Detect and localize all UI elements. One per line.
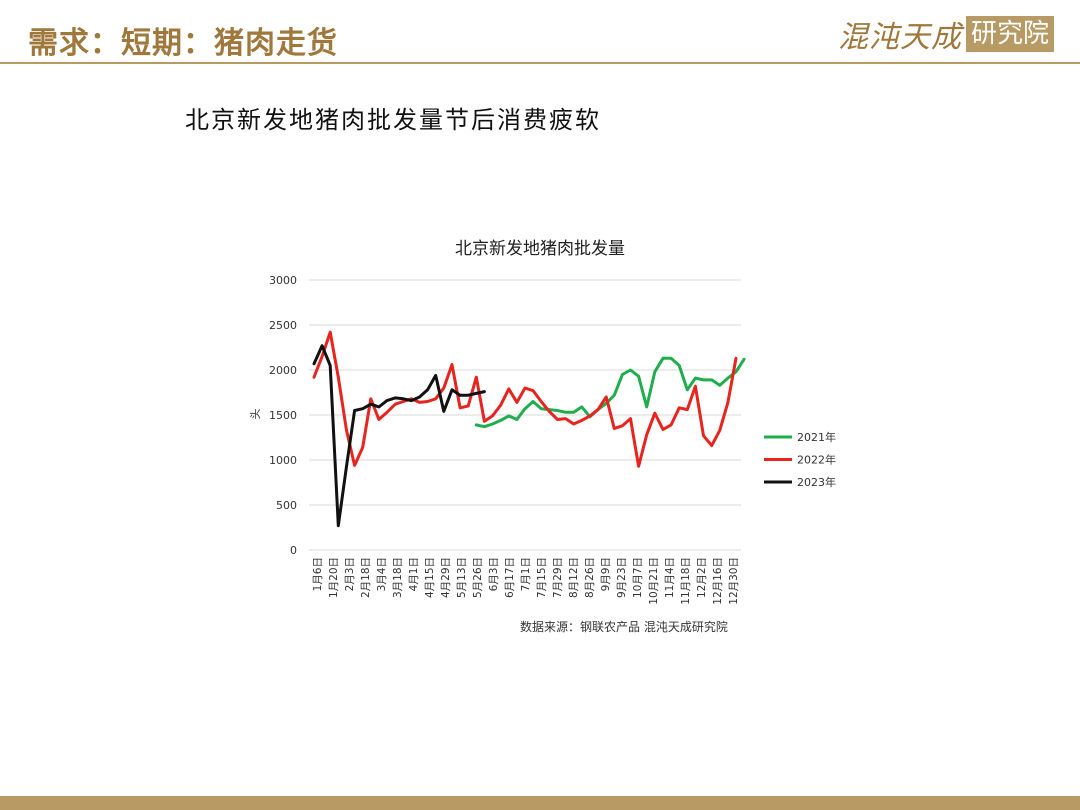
x-tick-label: 6月3日 (488, 557, 500, 591)
y-tick-label: 500 (276, 499, 297, 512)
series-line (312, 330, 738, 468)
line-chart: 北京新发地猪肉批发量 0 500 1000 1500 2000 2500 3000 头 1月… (249, 239, 836, 634)
slide-heading: 北京新发地猪肉批发量节后消费疲软 (185, 106, 601, 134)
x-tick-label: 1月20日 (328, 557, 340, 598)
y-tick-label: 2500 (269, 319, 297, 332)
x-tick-label: 12月16日 (712, 557, 724, 605)
x-tick-label: 7月15日 (536, 557, 548, 598)
logo-box-text: 研究院 (965, 16, 1054, 52)
x-tick-label: 7月1日 (520, 557, 532, 591)
x-tick-label: 8月26日 (584, 557, 596, 598)
x-tick-label: 10月21日 (648, 557, 660, 605)
page-title: 需求：短期：猪肉走货 (28, 26, 338, 61)
x-tick-label: 11月18日 (680, 557, 692, 605)
brand-logo: 混沌天成 研究院 (837, 14, 1054, 55)
y-tick-label: 2000 (269, 364, 297, 377)
x-tick-label: 2月18日 (360, 557, 372, 598)
x-tick-label: 12月30日 (728, 557, 740, 605)
series-line (312, 344, 486, 528)
chart-title: 北京新发地猪肉批发量 (455, 239, 625, 259)
y-tick-label: 0 (290, 544, 297, 557)
x-tick-label: 4月1日 (408, 557, 420, 591)
x-tick-label: 12月2日 (696, 557, 708, 598)
x-tick-label: 11月4日 (664, 557, 676, 598)
x-tick-label: 3月18日 (392, 557, 404, 598)
x-tick-label: 9月9日 (600, 557, 612, 591)
y-tick-label: 1000 (269, 454, 297, 467)
x-tick-label: 8月12日 (568, 557, 580, 598)
x-axis-ticks: 1月6日 1月20日 2月3日 2月18日 3月4日 3月18日 4月1日 4月15日 4月29… (312, 557, 740, 605)
chart-legend: 2021年 2022年 2023年 (764, 430, 836, 489)
logo-text: 混沌天成 (837, 20, 962, 55)
x-tick-label: 10月7日 (632, 557, 644, 598)
chart-grid (309, 279, 741, 551)
x-tick-label: 2月3日 (344, 557, 356, 591)
x-tick-label: 9月23日 (616, 557, 628, 598)
x-tick-label: 1月6日 (312, 557, 324, 591)
series-lines (312, 330, 746, 528)
y-tick-label: 3000 (269, 274, 297, 287)
y-axis-ticks: 0 500 1000 1500 2000 2500 3000 (269, 274, 297, 557)
legend-label: 2022年 (797, 453, 836, 467)
x-tick-label: 4月29日 (440, 557, 452, 598)
y-tick-label: 1500 (269, 409, 297, 422)
header-divider (0, 62, 1080, 64)
x-tick-label: 3月4日 (376, 557, 388, 591)
x-tick-label: 5月26日 (472, 557, 484, 598)
legend-label: 2023年 (797, 475, 836, 489)
x-tick-label: 6月17日 (504, 557, 516, 598)
x-tick-label: 7月29日 (552, 557, 564, 598)
series-line (474, 356, 746, 429)
x-tick-label: 5月13日 (456, 557, 468, 598)
data-source-note: 数据来源：钢联农产品 混沌天成研究院 (520, 619, 728, 634)
legend-label: 2021年 (797, 430, 836, 444)
footer-bar (0, 796, 1080, 810)
y-axis-label: 头 (249, 409, 262, 420)
x-tick-label: 4月15日 (424, 557, 436, 598)
